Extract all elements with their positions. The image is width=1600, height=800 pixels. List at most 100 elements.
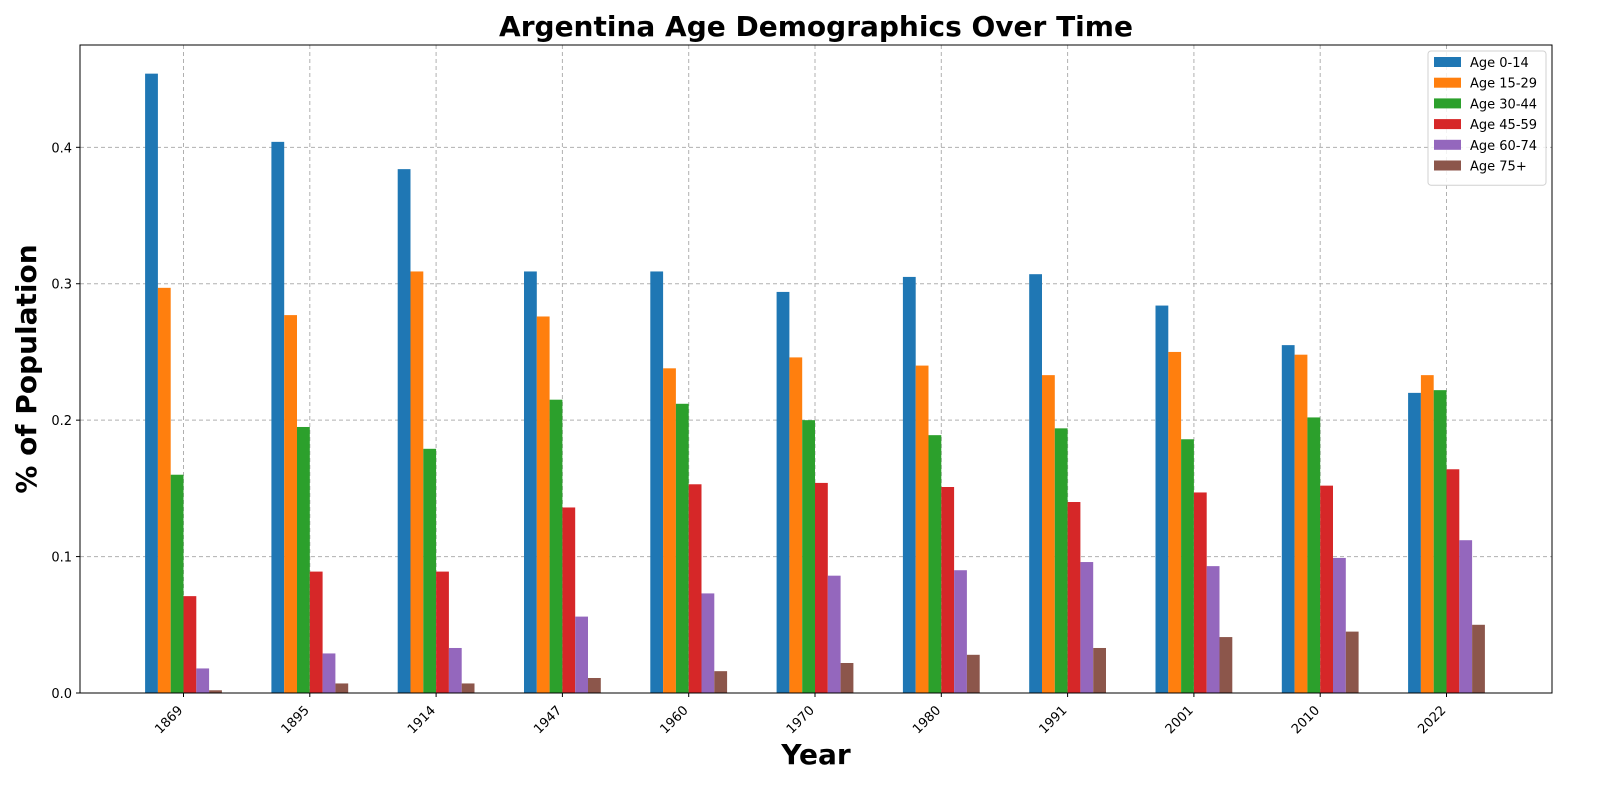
bar-age-30-44-1947 xyxy=(549,399,563,693)
x-tick-label: 1980 xyxy=(910,703,944,737)
x-tick-label: 1947 xyxy=(531,703,565,737)
legend-label: Age 45-59 xyxy=(1470,118,1537,133)
bar-age-15-29-1980 xyxy=(915,365,929,693)
bar-age-15-29-2010 xyxy=(1294,354,1308,693)
x-tick-label: 1960 xyxy=(658,703,692,737)
bar-age-15-29-1970 xyxy=(789,357,803,693)
bar-age-75--1895 xyxy=(335,683,349,693)
x-tick-label: 1991 xyxy=(1036,703,1070,737)
bar-age-60-74-1869 xyxy=(196,668,210,693)
bar-age-60-74-1970 xyxy=(827,575,841,693)
legend-label: Age 15-29 xyxy=(1470,77,1537,92)
bar-age-60-74-2022 xyxy=(1459,540,1473,693)
x-tick-label: 2010 xyxy=(1289,703,1323,737)
bar-age-0-14-1960 xyxy=(650,271,664,693)
bar-age-45-59-1914 xyxy=(436,571,449,693)
bar-age-30-44-1980 xyxy=(928,435,942,693)
bar-age-30-44-1960 xyxy=(675,403,689,693)
legend-swatch xyxy=(1434,119,1461,130)
bar-age-0-14-1970 xyxy=(776,291,790,693)
bars xyxy=(145,73,1485,694)
y-tick-label: 0.0 xyxy=(51,687,72,702)
bar-age-30-44-1869 xyxy=(170,474,184,693)
legend-label: Age 30-44 xyxy=(1470,97,1537,112)
x-tick-label: 2001 xyxy=(1163,703,1197,737)
bar-age-45-59-2001 xyxy=(1193,492,1207,693)
bar-age-45-59-1970 xyxy=(815,482,828,693)
bar-age-45-59-1960 xyxy=(688,484,702,693)
bar-age-60-74-1895 xyxy=(322,653,336,693)
y-tick-label: 0.1 xyxy=(51,551,72,566)
legend-label: Age 75+ xyxy=(1470,160,1527,175)
legend-swatch xyxy=(1434,139,1461,150)
bar-age-75--2010 xyxy=(1345,631,1359,693)
x-tick-label: 1895 xyxy=(279,703,313,737)
bar-age-45-59-1947 xyxy=(562,507,576,693)
bar-age-60-74-2010 xyxy=(1333,557,1346,693)
bar-age-75--1914 xyxy=(461,683,475,693)
bar-age-45-59-2022 xyxy=(1446,469,1460,693)
bar-age-30-44-1914 xyxy=(423,448,437,693)
bar-age-15-29-1895 xyxy=(284,315,297,693)
y-tick-label: 0.3 xyxy=(51,278,72,293)
bar-age-30-44-2010 xyxy=(1307,417,1321,693)
bar-age-30-44-1895 xyxy=(297,426,310,693)
legend-swatch xyxy=(1434,98,1461,109)
bar-age-75--1960 xyxy=(714,671,728,693)
x-tick-label: 2022 xyxy=(1415,703,1449,737)
bar-age-45-59-2010 xyxy=(1320,485,1333,693)
legend-label: Age 0-14 xyxy=(1470,56,1529,71)
bar-age-30-44-1970 xyxy=(802,420,815,693)
x-tick-label: 1914 xyxy=(405,703,439,737)
chart-title: Argentina Age Demographics Over Time xyxy=(499,10,1133,43)
legend-label: Age 60-74 xyxy=(1470,139,1537,154)
bar-age-15-29-2022 xyxy=(1420,375,1434,693)
bar-age-75--1869 xyxy=(209,690,222,693)
bar-age-75--1970 xyxy=(840,662,854,693)
x-tick-label: 1869 xyxy=(152,703,186,737)
bar-age-45-59-1991 xyxy=(1067,502,1081,693)
bar-age-0-14-1869 xyxy=(145,73,158,693)
x-tick-label: 1970 xyxy=(784,703,818,737)
bar-age-60-74-1991 xyxy=(1080,562,1094,693)
legend-swatch xyxy=(1434,160,1461,171)
bar-age-15-29-2001 xyxy=(1168,351,1182,693)
legend: Age 0-14 Age 15-29 Age 30-44 Age 45-59 Age 6… xyxy=(1427,50,1547,186)
bar-age-60-74-2001 xyxy=(1206,566,1220,693)
bar-age-75--1947 xyxy=(588,677,601,693)
bar-age-0-14-2010 xyxy=(1281,345,1295,693)
legend-swatch xyxy=(1434,77,1461,88)
bar-age-45-59-1980 xyxy=(941,487,955,693)
bar-age-0-14-1895 xyxy=(271,141,285,694)
bar-age-75--2022 xyxy=(1472,624,1485,693)
bar-age-60-74-1980 xyxy=(954,570,967,693)
bar-age-30-44-2001 xyxy=(1181,439,1194,693)
bar-age-15-29-1914 xyxy=(410,271,424,693)
y-tick-label: 0.2 xyxy=(51,414,72,429)
bar-age-0-14-1991 xyxy=(1029,274,1042,693)
x-axis-title: Year xyxy=(780,738,851,771)
y-tick-label: 0.4 xyxy=(51,141,72,156)
bar-age-0-14-1980 xyxy=(902,276,916,693)
bar-age-0-14-2022 xyxy=(1408,392,1421,693)
bar-age-15-29-1991 xyxy=(1042,375,1055,693)
bar-age-0-14-2001 xyxy=(1155,305,1169,693)
bar-age-45-59-1869 xyxy=(183,596,197,693)
bar-age-60-74-1960 xyxy=(701,593,715,693)
bar-age-0-14-1914 xyxy=(397,169,411,693)
legend-swatch xyxy=(1434,57,1461,67)
y-axis-title: % of Population xyxy=(10,244,43,493)
plot-frame xyxy=(79,44,1553,694)
bar-age-75--1991 xyxy=(1093,647,1106,693)
bar-age-75--2001 xyxy=(1219,637,1233,693)
bar-age-15-29-1869 xyxy=(157,287,171,693)
bar-age-15-29-1960 xyxy=(663,368,676,693)
bar-age-30-44-1991 xyxy=(1054,428,1068,693)
bar-age-75--1980 xyxy=(966,654,980,693)
bar-age-60-74-1947 xyxy=(575,616,588,693)
bar-age-45-59-1895 xyxy=(309,571,323,693)
bar-age-30-44-2022 xyxy=(1433,390,1447,693)
bar-age-0-14-1947 xyxy=(524,271,537,693)
